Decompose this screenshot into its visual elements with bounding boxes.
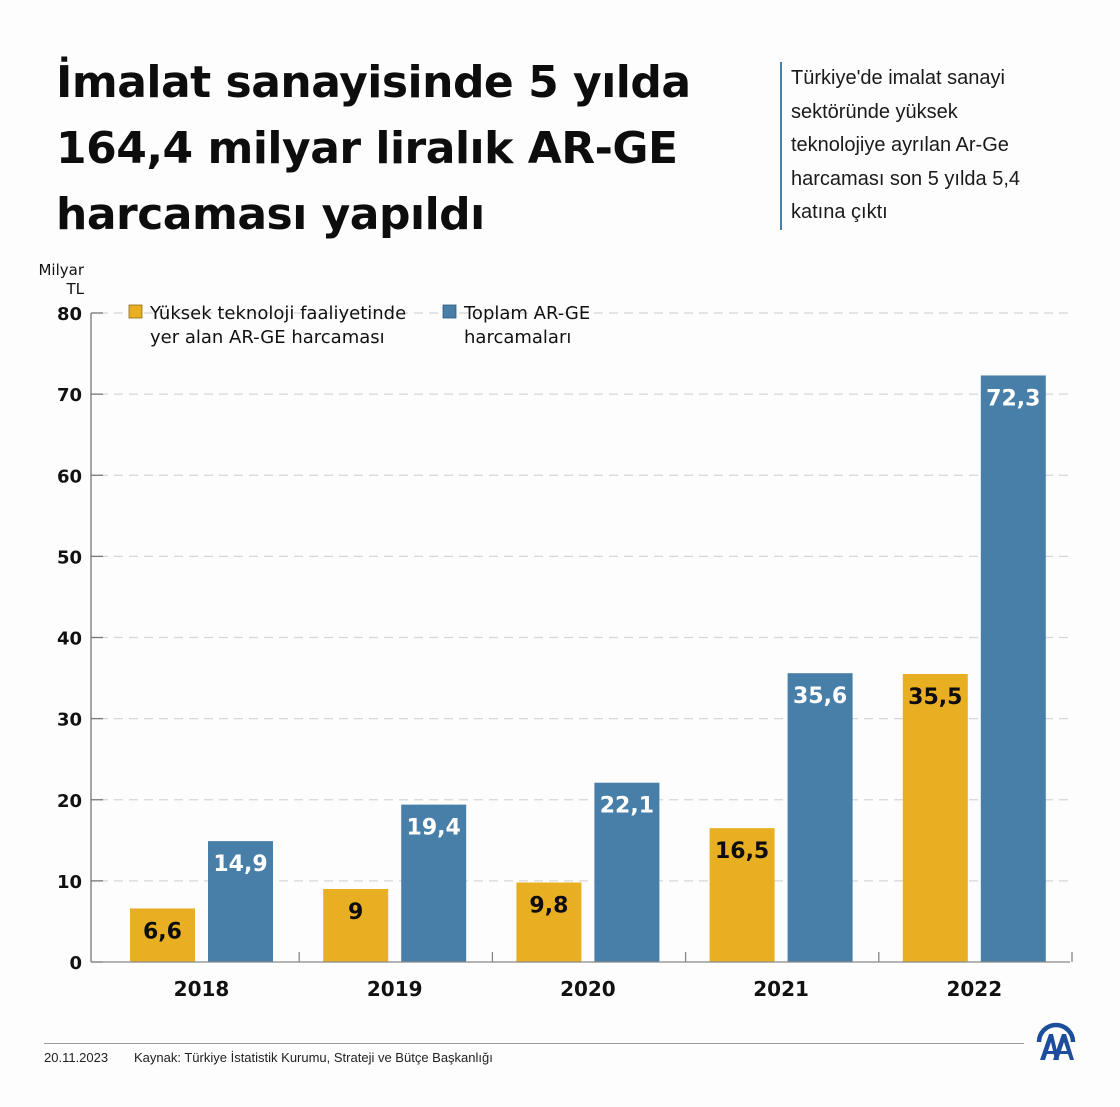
y-axis-title: Milyar TL — [38, 261, 84, 298]
bar-total — [208, 841, 273, 962]
bar-total — [401, 804, 467, 962]
y-axis-title-line: Milyar — [38, 261, 84, 279]
data-label: 35,6 — [793, 684, 847, 709]
footer-divider — [44, 1043, 1024, 1044]
y-tick-label: 70 — [57, 385, 82, 406]
page-title: İmalat sanayisinde 5 yılda 164,4 milyar … — [56, 50, 756, 248]
x-tick-label: 2021 — [753, 977, 809, 1001]
bar-total — [594, 782, 660, 962]
data-label: 9 — [348, 900, 363, 925]
y-tick-label: 20 — [57, 791, 82, 812]
data-label: 16,5 — [715, 839, 769, 864]
legend-swatch-yellow — [128, 304, 143, 319]
y-tick-label: 80 — [57, 304, 82, 325]
title-line: İmalat sanayisinde 5 yılda — [56, 57, 691, 108]
gridlines — [99, 312, 1070, 882]
bar-total — [980, 375, 1046, 962]
data-label: 9,8 — [529, 893, 568, 918]
data-label: 6,6 — [143, 919, 182, 944]
bar-total — [787, 673, 853, 962]
y-tick-label: 40 — [57, 629, 82, 650]
subtitle-line: harcaması son 5 yılda 5,4 — [791, 167, 1021, 190]
title-line: 164,4 milyar liralık AR-GE — [56, 123, 678, 174]
y-tick-label: 60 — [57, 466, 82, 487]
bar-high-tech — [516, 882, 582, 962]
x-tick-label: 2022 — [946, 977, 1002, 1001]
bar-chart: 0 10 20 30 40 50 60 70 80 2018 2019 2020 2021 2022 6,… — [38, 261, 1073, 1001]
subtitle: Türkiye'de imalat sanayi sektöründe yüks… — [780, 62, 1111, 230]
x-tick-label: 2018 — [174, 977, 230, 1001]
data-label: 14,9 — [213, 852, 267, 877]
legend-label-line: Toplam AR-GE — [463, 303, 590, 324]
y-tick-label: 50 — [57, 547, 82, 568]
data-label: 72,3 — [986, 386, 1040, 411]
x-tick-label: 2019 — [367, 977, 423, 1001]
legend-label-line: Yüksek teknoloji faaliyetinde — [149, 303, 406, 324]
subtitle-line: teknolojiye ayrılan Ar-Ge — [791, 134, 1009, 156]
legend-swatch-blue — [442, 304, 457, 319]
legend-label-line: harcamaları — [464, 327, 571, 348]
bar-high-tech — [709, 828, 775, 962]
bars — [130, 375, 1046, 962]
data-label: 19,4 — [407, 816, 461, 841]
axes: 0 10 20 30 40 50 60 70 80 2018 2019 2020 2021 2022 — [57, 304, 1073, 1001]
x-tick-label: 2020 — [560, 977, 616, 1001]
y-tick-label: 30 — [57, 710, 82, 731]
data-label: 22,1 — [600, 794, 654, 819]
bar-high-tech — [130, 908, 195, 962]
data-labels: 6,6 14,9 9 19,4 9,8 22,1 16,5 35,6 35,5 72,3 — [143, 386, 1040, 944]
y-tick-label: 0 — [69, 953, 82, 974]
subtitle-line: katına çıktı — [791, 201, 888, 223]
bar-high-tech — [323, 888, 389, 962]
legend-label-line: yer alan AR-GE harcaması — [150, 327, 385, 348]
y-tick-label: 10 — [57, 872, 82, 893]
data-label: 35,5 — [908, 685, 962, 710]
bar-high-tech — [902, 674, 968, 962]
title-line: harcaması yapıldı — [56, 189, 485, 240]
aa-logo — [1036, 1022, 1076, 1060]
subtitle-line: sektöründe yüksek — [791, 100, 958, 123]
y-axis-title-line: TL — [65, 280, 84, 298]
legend: Yüksek teknoloji faaliyetinde yer alan A… — [128, 303, 590, 348]
footer-date: 20.11.2023 — [44, 1050, 109, 1065]
subtitle-line: Türkiye'de imalat sanayi — [791, 67, 1005, 89]
footer-source: Kaynak: Türkiye İstatistik Kurumu, Strat… — [134, 1050, 493, 1065]
